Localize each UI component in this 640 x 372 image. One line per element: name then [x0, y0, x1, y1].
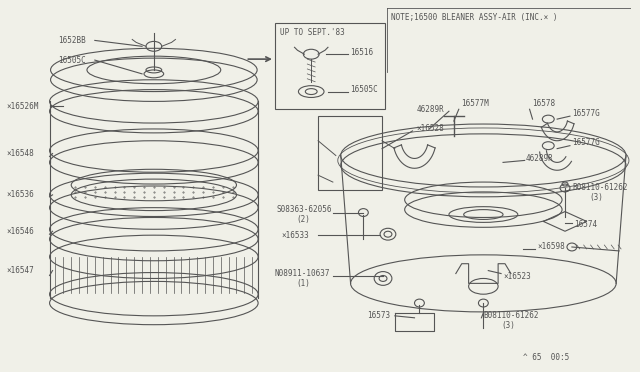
- Text: 16578: 16578: [532, 99, 556, 108]
- Text: 16577G: 16577G: [572, 109, 600, 118]
- Text: 16577M: 16577M: [461, 99, 488, 108]
- Text: ×16547: ×16547: [6, 266, 34, 275]
- Text: ×16526M: ×16526M: [6, 102, 38, 111]
- Text: ×16546: ×16546: [6, 227, 34, 236]
- Text: ×16598: ×16598: [538, 243, 565, 251]
- Text: ×16523: ×16523: [503, 272, 531, 281]
- Text: ×16536: ×16536: [6, 190, 34, 199]
- Text: ×16548: ×16548: [6, 149, 34, 158]
- Bar: [318, 116, 382, 190]
- Text: 16505C: 16505C: [351, 85, 378, 94]
- Text: UP TO SEPT.'83: UP TO SEPT.'83: [280, 28, 344, 37]
- Text: 46289R: 46289R: [417, 105, 444, 114]
- Text: 46289R: 46289R: [525, 154, 554, 163]
- Text: NOTE;16500 BLEANER ASSY-AIR (INC.× ): NOTE;16500 BLEANER ASSY-AIR (INC.× ): [391, 13, 557, 22]
- Text: 16516: 16516: [351, 48, 374, 57]
- Text: 1652BB: 1652BB: [58, 36, 86, 45]
- Text: N08911-10637: N08911-10637: [275, 269, 330, 278]
- Text: (1): (1): [296, 279, 310, 288]
- Text: B08110-61262: B08110-61262: [572, 183, 627, 192]
- Text: 16505C: 16505C: [58, 55, 86, 65]
- Text: B08110-61262: B08110-61262: [483, 311, 539, 320]
- Text: ^ 65  00:5: ^ 65 00:5: [523, 353, 569, 362]
- Text: ×16528: ×16528: [417, 125, 444, 134]
- Text: 16573: 16573: [367, 311, 390, 320]
- Text: (3): (3): [501, 321, 515, 330]
- Text: S08363-62056: S08363-62056: [277, 205, 332, 214]
- Text: ×16533: ×16533: [282, 231, 310, 240]
- Text: 16577G: 16577G: [572, 138, 600, 147]
- Text: (2): (2): [296, 215, 310, 224]
- Text: 16574: 16574: [574, 220, 597, 229]
- Text: (3): (3): [589, 193, 604, 202]
- Bar: [275, 23, 385, 109]
